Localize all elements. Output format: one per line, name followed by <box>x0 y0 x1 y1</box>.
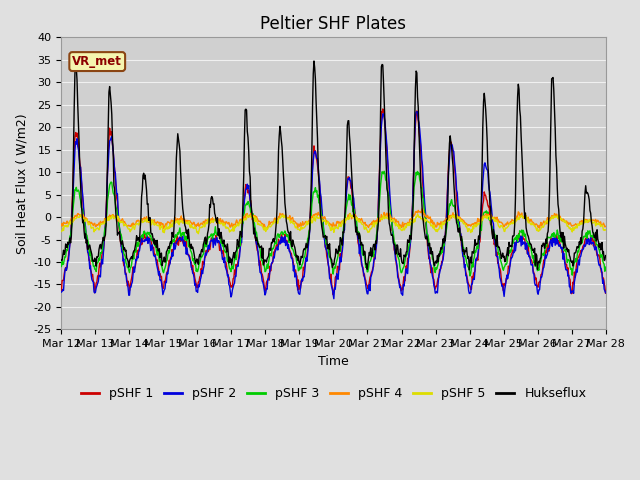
Text: VR_met: VR_met <box>72 55 122 68</box>
X-axis label: Time: Time <box>318 355 349 368</box>
Title: Peltier SHF Plates: Peltier SHF Plates <box>260 15 406 33</box>
Legend: pSHF 1, pSHF 2, pSHF 3, pSHF 4, pSHF 5, Hukseflux: pSHF 1, pSHF 2, pSHF 3, pSHF 4, pSHF 5, … <box>76 382 591 405</box>
Y-axis label: Soil Heat Flux ( W/m2): Soil Heat Flux ( W/m2) <box>15 113 28 253</box>
